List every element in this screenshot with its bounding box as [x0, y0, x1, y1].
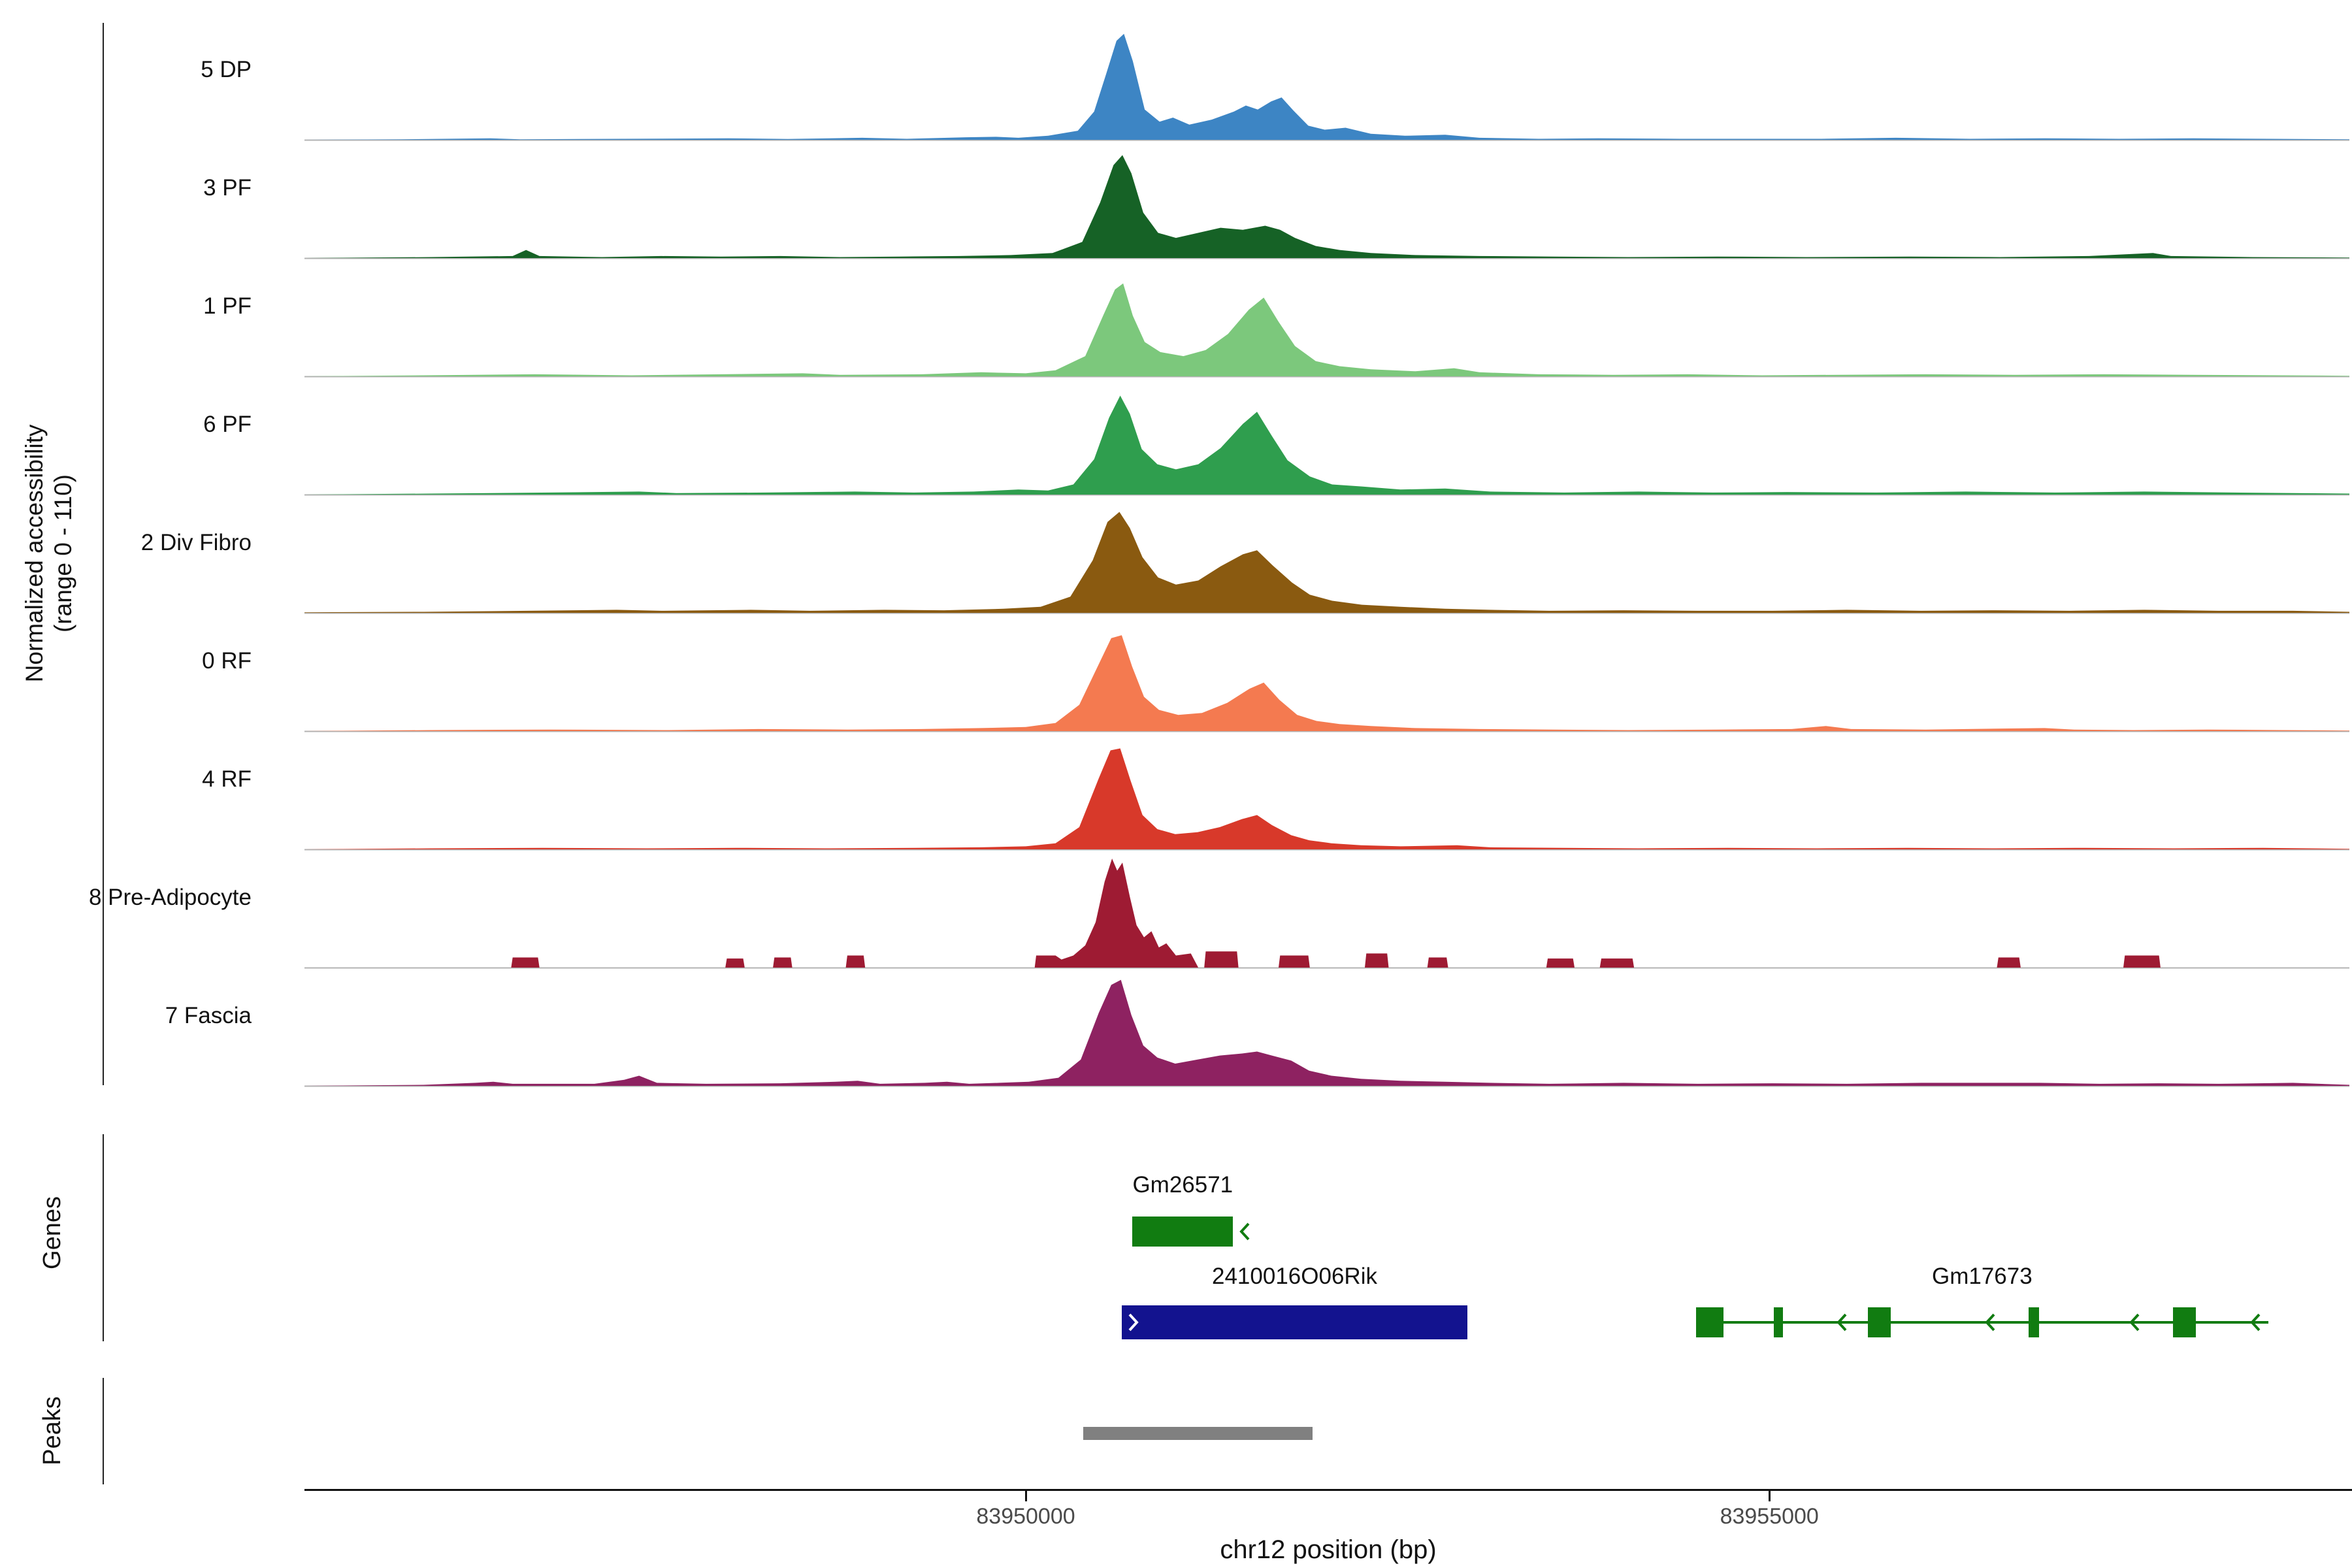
- track-signal: [304, 512, 2349, 614]
- track-label: 6 PF: [203, 412, 252, 437]
- track-area: [304, 283, 2349, 376]
- gene-intron-line: [1695, 1321, 2268, 1324]
- track-area: [304, 512, 2349, 613]
- track-area: [304, 635, 2349, 731]
- gene-label: Gm26571: [1132, 1172, 1233, 1198]
- genes-axis-bracket: [103, 1134, 104, 1341]
- gene-exon: [1122, 1305, 1467, 1339]
- track-row-1: 3 PF: [0, 141, 2352, 259]
- gene-exon: [2028, 1307, 2039, 1337]
- strand-arrow-icon: [1837, 1313, 1847, 1331]
- strand-arrow-icon: [1239, 1222, 1250, 1241]
- track-area: [304, 395, 2349, 495]
- strand-arrow-icon: [2129, 1313, 2140, 1331]
- strand-arrow-icon: [1128, 1313, 1139, 1331]
- x-tick-label: 83955000: [1720, 1504, 1819, 1529]
- strand-arrow-shape: [1985, 1313, 1995, 1331]
- strand-arrow-icon: [2249, 1313, 2261, 1331]
- track-label: 4 RF: [202, 766, 252, 792]
- strand-arrow-shape: [2129, 1313, 2140, 1331]
- peak-bar: [1083, 1427, 1313, 1440]
- x-axis-line: [304, 1489, 2352, 1491]
- track-label: 8 Pre-Adipocyte: [88, 885, 252, 910]
- tracks-axis-bracket: [103, 23, 104, 1085]
- gene-label: Gm17673: [1931, 1264, 2033, 1289]
- track-area: [304, 155, 2349, 258]
- strand-arrow-shape: [1128, 1313, 1139, 1331]
- track-area: [304, 979, 2349, 1086]
- track-signal: [304, 155, 2349, 259]
- track-row-5: 0 RF: [0, 614, 2352, 732]
- track-label: 7 Fascia: [165, 1003, 252, 1028]
- track-signal: [304, 395, 2349, 496]
- x-tick-label: 83950000: [976, 1504, 1075, 1529]
- strand-arrow-shape: [1837, 1313, 1847, 1331]
- x-axis-title: chr12 position (bp): [1220, 1535, 1437, 1564]
- track-row-7: 8 Pre-Adipocyte: [0, 851, 2352, 969]
- track-signal: [304, 635, 2349, 732]
- track-signal: [304, 33, 2349, 141]
- gene-exon: [1774, 1307, 1784, 1337]
- track-area: [304, 748, 2349, 849]
- track-label: 3 PF: [203, 175, 252, 201]
- peaks-axis-bracket: [103, 1378, 104, 1484]
- track-row-4: 2 Div Fibro: [0, 496, 2352, 614]
- track-row-6: 4 RF: [0, 732, 2352, 851]
- track-row-2: 1 PF: [0, 259, 2352, 378]
- track-label: 0 RF: [202, 648, 252, 674]
- track-signal: [304, 748, 2349, 851]
- peaks-section-label: Peaks: [39, 1396, 66, 1465]
- gene-label: 2410016O06Rik: [1212, 1264, 1377, 1289]
- gene-exon: [1695, 1307, 1724, 1337]
- track-signal: [304, 283, 2349, 378]
- track-area: [304, 33, 2349, 140]
- track-signal: [304, 979, 2349, 1087]
- x-tick: [1769, 1491, 1771, 1501]
- track-label: 1 PF: [203, 293, 252, 319]
- x-tick: [1025, 1491, 1028, 1501]
- gene-exon: [2173, 1307, 2197, 1337]
- track-row-8: 7 Fascia: [0, 969, 2352, 1087]
- track-label: 2 Div Fibro: [140, 530, 252, 555]
- track-row-3: 6 PF: [0, 378, 2352, 496]
- strand-arrow-icon: [1985, 1313, 1995, 1331]
- strand-arrow-shape: [2249, 1313, 2261, 1331]
- track-row-0: 5 DP: [0, 23, 2352, 141]
- track-label: 5 DP: [201, 57, 252, 82]
- track-area: [304, 858, 2349, 968]
- genes-section-label: Genes: [39, 1196, 66, 1269]
- track-signal: [304, 858, 2349, 969]
- gene-exon: [1132, 1217, 1233, 1247]
- gene-exon: [1868, 1307, 1891, 1337]
- strand-arrow-shape: [1239, 1222, 1250, 1241]
